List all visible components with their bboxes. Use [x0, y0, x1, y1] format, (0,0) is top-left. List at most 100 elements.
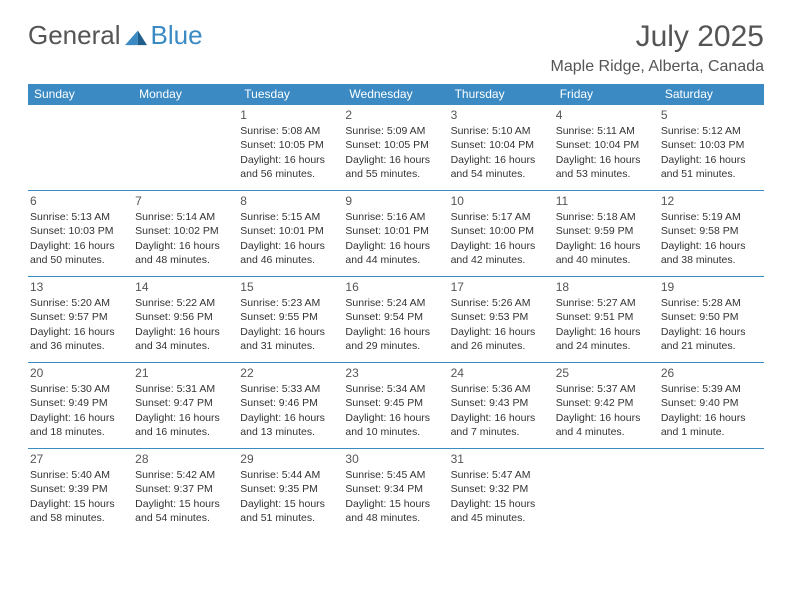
daylight-text: and 54 minutes.: [135, 511, 234, 525]
daylight-text: and 53 minutes.: [556, 167, 655, 181]
sunrise-text: Sunrise: 5:33 AM: [240, 382, 339, 396]
calendar-day-cell: 11Sunrise: 5:18 AMSunset: 9:59 PMDayligh…: [554, 191, 659, 277]
calendar-day-cell: 15Sunrise: 5:23 AMSunset: 9:55 PMDayligh…: [238, 277, 343, 363]
sunset-text: Sunset: 9:50 PM: [661, 310, 760, 324]
sunset-text: Sunset: 10:05 PM: [345, 138, 444, 152]
daylight-text: Daylight: 15 hours: [240, 497, 339, 511]
location-text: Maple Ridge, Alberta, Canada: [551, 58, 764, 76]
weekday-header: Friday: [554, 84, 659, 105]
calendar-day-cell: 16Sunrise: 5:24 AMSunset: 9:54 PMDayligh…: [343, 277, 448, 363]
sunrise-text: Sunrise: 5:28 AM: [661, 296, 760, 310]
sunrise-text: Sunrise: 5:13 AM: [30, 210, 129, 224]
calendar-day-cell: 17Sunrise: 5:26 AMSunset: 9:53 PMDayligh…: [449, 277, 554, 363]
day-number: 30: [345, 451, 444, 467]
sunset-text: Sunset: 9:45 PM: [345, 396, 444, 410]
sunrise-text: Sunrise: 5:30 AM: [30, 382, 129, 396]
daylight-text: and 56 minutes.: [240, 167, 339, 181]
calendar-day-cell: 26Sunrise: 5:39 AMSunset: 9:40 PMDayligh…: [659, 363, 764, 449]
calendar-day-cell: 10Sunrise: 5:17 AMSunset: 10:00 PMDaylig…: [449, 191, 554, 277]
calendar-day-cell: 31Sunrise: 5:47 AMSunset: 9:32 PMDayligh…: [449, 449, 554, 535]
calendar-day-cell: [554, 449, 659, 535]
daylight-text: Daylight: 16 hours: [30, 239, 129, 253]
daylight-text: Daylight: 16 hours: [556, 411, 655, 425]
day-number: 22: [240, 365, 339, 381]
sunset-text: Sunset: 9:49 PM: [30, 396, 129, 410]
calendar-week-row: 20Sunrise: 5:30 AMSunset: 9:49 PMDayligh…: [28, 363, 764, 449]
sunset-text: Sunset: 9:51 PM: [556, 310, 655, 324]
daylight-text: Daylight: 16 hours: [345, 153, 444, 167]
sunset-text: Sunset: 9:55 PM: [240, 310, 339, 324]
sunrise-text: Sunrise: 5:47 AM: [451, 468, 550, 482]
calendar-day-cell: [659, 449, 764, 535]
daylight-text: Daylight: 16 hours: [345, 325, 444, 339]
sunset-text: Sunset: 10:03 PM: [30, 224, 129, 238]
logo: General Blue: [28, 20, 203, 51]
day-number: 7: [135, 193, 234, 209]
sunset-text: Sunset: 10:00 PM: [451, 224, 550, 238]
weekday-header-row: Sunday Monday Tuesday Wednesday Thursday…: [28, 84, 764, 105]
calendar-day-cell: 19Sunrise: 5:28 AMSunset: 9:50 PMDayligh…: [659, 277, 764, 363]
title-block: July 2025 Maple Ridge, Alberta, Canada: [551, 20, 764, 76]
page-title: July 2025: [551, 20, 764, 54]
calendar-day-cell: 18Sunrise: 5:27 AMSunset: 9:51 PMDayligh…: [554, 277, 659, 363]
sunset-text: Sunset: 9:42 PM: [556, 396, 655, 410]
calendar-day-cell: 6Sunrise: 5:13 AMSunset: 10:03 PMDayligh…: [28, 191, 133, 277]
daylight-text: Daylight: 16 hours: [135, 325, 234, 339]
calendar-day-cell: [133, 105, 238, 191]
calendar-day-cell: 12Sunrise: 5:19 AMSunset: 9:58 PMDayligh…: [659, 191, 764, 277]
daylight-text: Daylight: 16 hours: [240, 153, 339, 167]
weekday-header: Monday: [133, 84, 238, 105]
day-number: 18: [556, 279, 655, 295]
daylight-text: Daylight: 16 hours: [661, 239, 760, 253]
day-number: 19: [661, 279, 760, 295]
weekday-header: Wednesday: [343, 84, 448, 105]
header: General Blue July 2025 Maple Ridge, Albe…: [28, 20, 764, 76]
day-number: 1: [240, 107, 339, 123]
daylight-text: Daylight: 16 hours: [556, 239, 655, 253]
daylight-text: and 54 minutes.: [451, 167, 550, 181]
daylight-text: Daylight: 16 hours: [345, 239, 444, 253]
daylight-text: and 36 minutes.: [30, 339, 129, 353]
daylight-text: Daylight: 16 hours: [30, 325, 129, 339]
daylight-text: and 1 minute.: [661, 425, 760, 439]
daylight-text: and 10 minutes.: [345, 425, 444, 439]
daylight-text: Daylight: 16 hours: [240, 411, 339, 425]
weekday-header: Saturday: [659, 84, 764, 105]
day-number: 23: [345, 365, 444, 381]
sunrise-text: Sunrise: 5:14 AM: [135, 210, 234, 224]
daylight-text: Daylight: 16 hours: [451, 239, 550, 253]
daylight-text: and 48 minutes.: [345, 511, 444, 525]
daylight-text: Daylight: 16 hours: [345, 411, 444, 425]
day-number: 5: [661, 107, 760, 123]
sunset-text: Sunset: 10:04 PM: [451, 138, 550, 152]
sunrise-text: Sunrise: 5:09 AM: [345, 124, 444, 138]
sunset-text: Sunset: 9:54 PM: [345, 310, 444, 324]
daylight-text: and 13 minutes.: [240, 425, 339, 439]
sunset-text: Sunset: 9:40 PM: [661, 396, 760, 410]
daylight-text: Daylight: 15 hours: [30, 497, 129, 511]
daylight-text: Daylight: 16 hours: [240, 239, 339, 253]
sunset-text: Sunset: 9:34 PM: [345, 482, 444, 496]
day-number: 6: [30, 193, 129, 209]
daylight-text: and 16 minutes.: [135, 425, 234, 439]
day-number: 12: [661, 193, 760, 209]
day-number: 25: [556, 365, 655, 381]
sunset-text: Sunset: 10:01 PM: [240, 224, 339, 238]
calendar-week-row: 13Sunrise: 5:20 AMSunset: 9:57 PMDayligh…: [28, 277, 764, 363]
daylight-text: Daylight: 16 hours: [30, 411, 129, 425]
sunrise-text: Sunrise: 5:24 AM: [345, 296, 444, 310]
daylight-text: and 58 minutes.: [30, 511, 129, 525]
daylight-text: and 46 minutes.: [240, 253, 339, 267]
calendar-week-row: 27Sunrise: 5:40 AMSunset: 9:39 PMDayligh…: [28, 449, 764, 535]
sunrise-text: Sunrise: 5:45 AM: [345, 468, 444, 482]
calendar-day-cell: 9Sunrise: 5:16 AMSunset: 10:01 PMDayligh…: [343, 191, 448, 277]
calendar-day-cell: 27Sunrise: 5:40 AMSunset: 9:39 PMDayligh…: [28, 449, 133, 535]
sunrise-text: Sunrise: 5:08 AM: [240, 124, 339, 138]
sunset-text: Sunset: 9:46 PM: [240, 396, 339, 410]
sunrise-text: Sunrise: 5:31 AM: [135, 382, 234, 396]
sunrise-text: Sunrise: 5:17 AM: [451, 210, 550, 224]
sunset-text: Sunset: 9:57 PM: [30, 310, 129, 324]
daylight-text: and 34 minutes.: [135, 339, 234, 353]
sunset-text: Sunset: 9:58 PM: [661, 224, 760, 238]
calendar-day-cell: 22Sunrise: 5:33 AMSunset: 9:46 PMDayligh…: [238, 363, 343, 449]
